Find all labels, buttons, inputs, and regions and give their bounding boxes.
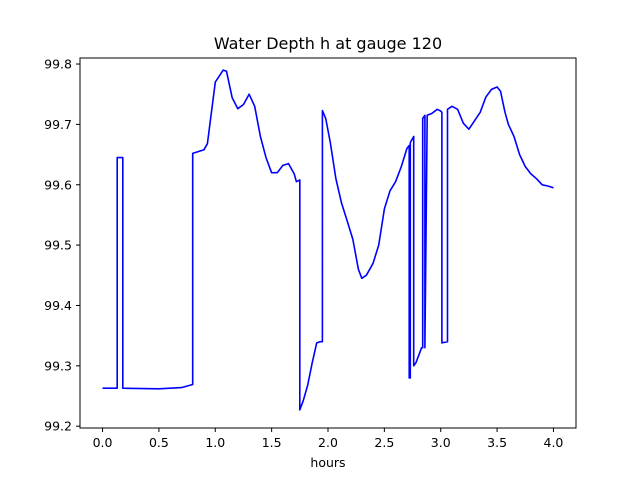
x-tick-label: 3.5 xyxy=(487,435,507,450)
x-tick-label: 1.0 xyxy=(205,435,225,450)
chart-title: Water Depth h at gauge 120 xyxy=(214,34,442,53)
y-tick-label: 99.2 xyxy=(44,419,72,434)
plot-frame xyxy=(79,57,577,429)
series-layer xyxy=(102,69,554,411)
x-tick-label: 1.5 xyxy=(262,435,282,450)
y-tick-label: 99.5 xyxy=(44,238,72,253)
x-tick-label: 0.5 xyxy=(149,435,169,450)
plot-area xyxy=(79,57,577,429)
series-line-0 xyxy=(102,69,554,411)
x-axis: 0.0 0.5 1.0 1.5 2.0 2.5 3.0 3.5 4.0 xyxy=(93,428,564,450)
x-tick-label: 2.5 xyxy=(374,435,394,450)
x-tick-label: 4.0 xyxy=(544,435,564,450)
y-tick-label: 99.7 xyxy=(44,117,72,132)
y-tick-label: 99.8 xyxy=(44,57,72,72)
y-tick-label: 99.6 xyxy=(44,177,72,192)
x-tick-label: 0.0 xyxy=(93,435,113,450)
y-tick-label: 99.4 xyxy=(44,298,72,313)
y-tick-label: 99.3 xyxy=(44,358,72,373)
x-axis-label: hours xyxy=(310,455,345,470)
x-tick-label: 3.0 xyxy=(431,435,451,450)
y-axis: 99.2 99.3 99.4 99.5 99.6 99.7 99.8 xyxy=(44,57,80,434)
x-tick-label: 2.0 xyxy=(318,435,338,450)
